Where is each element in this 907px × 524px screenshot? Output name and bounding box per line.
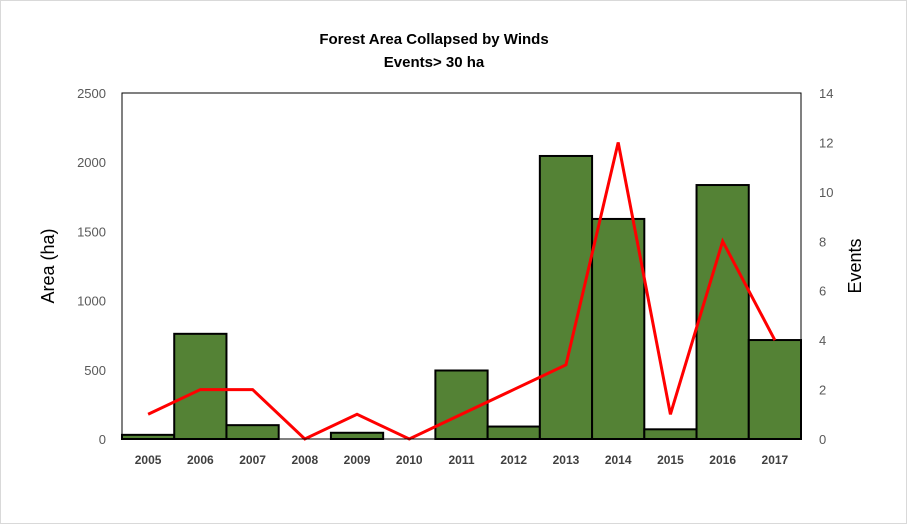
left-tick-label: 2500 [77, 86, 106, 101]
left-tick-label: 2000 [77, 155, 106, 170]
x-tick-label: 2005 [135, 453, 162, 467]
plot-area-border [121, 92, 802, 440]
left-tick-label: 1000 [77, 294, 106, 309]
bar-2017 [747, 339, 802, 441]
right-tick-label: 10 [819, 185, 833, 200]
x-tick-label: 2010 [396, 453, 423, 467]
x-tick-label: 2014 [605, 453, 632, 467]
x-tick-label: 2007 [239, 453, 266, 467]
x-tick-label: 2009 [344, 453, 371, 467]
bar-2006 [173, 332, 228, 441]
bar-2013 [538, 154, 594, 441]
right-tick-label: 12 [819, 135, 833, 150]
bar-2012 [486, 425, 541, 441]
bar-2014 [591, 217, 646, 440]
right-tick-label: 0 [819, 432, 826, 447]
left-axis-label: Area (ha) [38, 228, 58, 303]
bar-2016 [695, 184, 750, 440]
right-tick-label: 8 [819, 234, 826, 249]
left-tick-label: 1500 [77, 224, 106, 239]
right-tick-label: 4 [819, 333, 826, 348]
bar-2005 [121, 433, 176, 440]
x-tick-label: 2013 [553, 453, 580, 467]
right-tick-label: 2 [819, 383, 826, 398]
x-axis-ticks: 2005 2006 2007 2008 2009 2010 2011 2012 2013 2014… [135, 453, 789, 467]
bar-2015 [643, 428, 698, 441]
left-tick-label: 0 [99, 432, 106, 447]
chart-subtitle: Events> 30 ha [384, 54, 485, 71]
right-tick-label: 14 [819, 86, 833, 101]
x-tick-label: 2017 [762, 453, 789, 467]
left-tick-label: 500 [84, 363, 106, 378]
bar-series [121, 154, 802, 441]
right-axis-ticks: 0 2 4 6 8 10 12 14 [819, 86, 833, 447]
x-tick-label: 2015 [657, 453, 684, 467]
x-tick-label: 2011 [448, 453, 474, 467]
right-axis-label: Events [845, 238, 865, 293]
x-tick-label: 2006 [187, 453, 214, 467]
chart-title: Forest Area Collapsed by Winds [319, 31, 548, 48]
x-tick-label: 2008 [291, 453, 318, 467]
bar-2009 [329, 431, 385, 441]
x-tick-label: 2012 [500, 453, 527, 467]
left-axis-ticks: 0 500 1000 1500 2000 2500 [77, 86, 106, 447]
line-series [147, 142, 777, 441]
right-tick-label: 6 [819, 284, 826, 299]
x-tick-label: 2016 [709, 453, 736, 467]
bar-2007 [225, 424, 280, 441]
